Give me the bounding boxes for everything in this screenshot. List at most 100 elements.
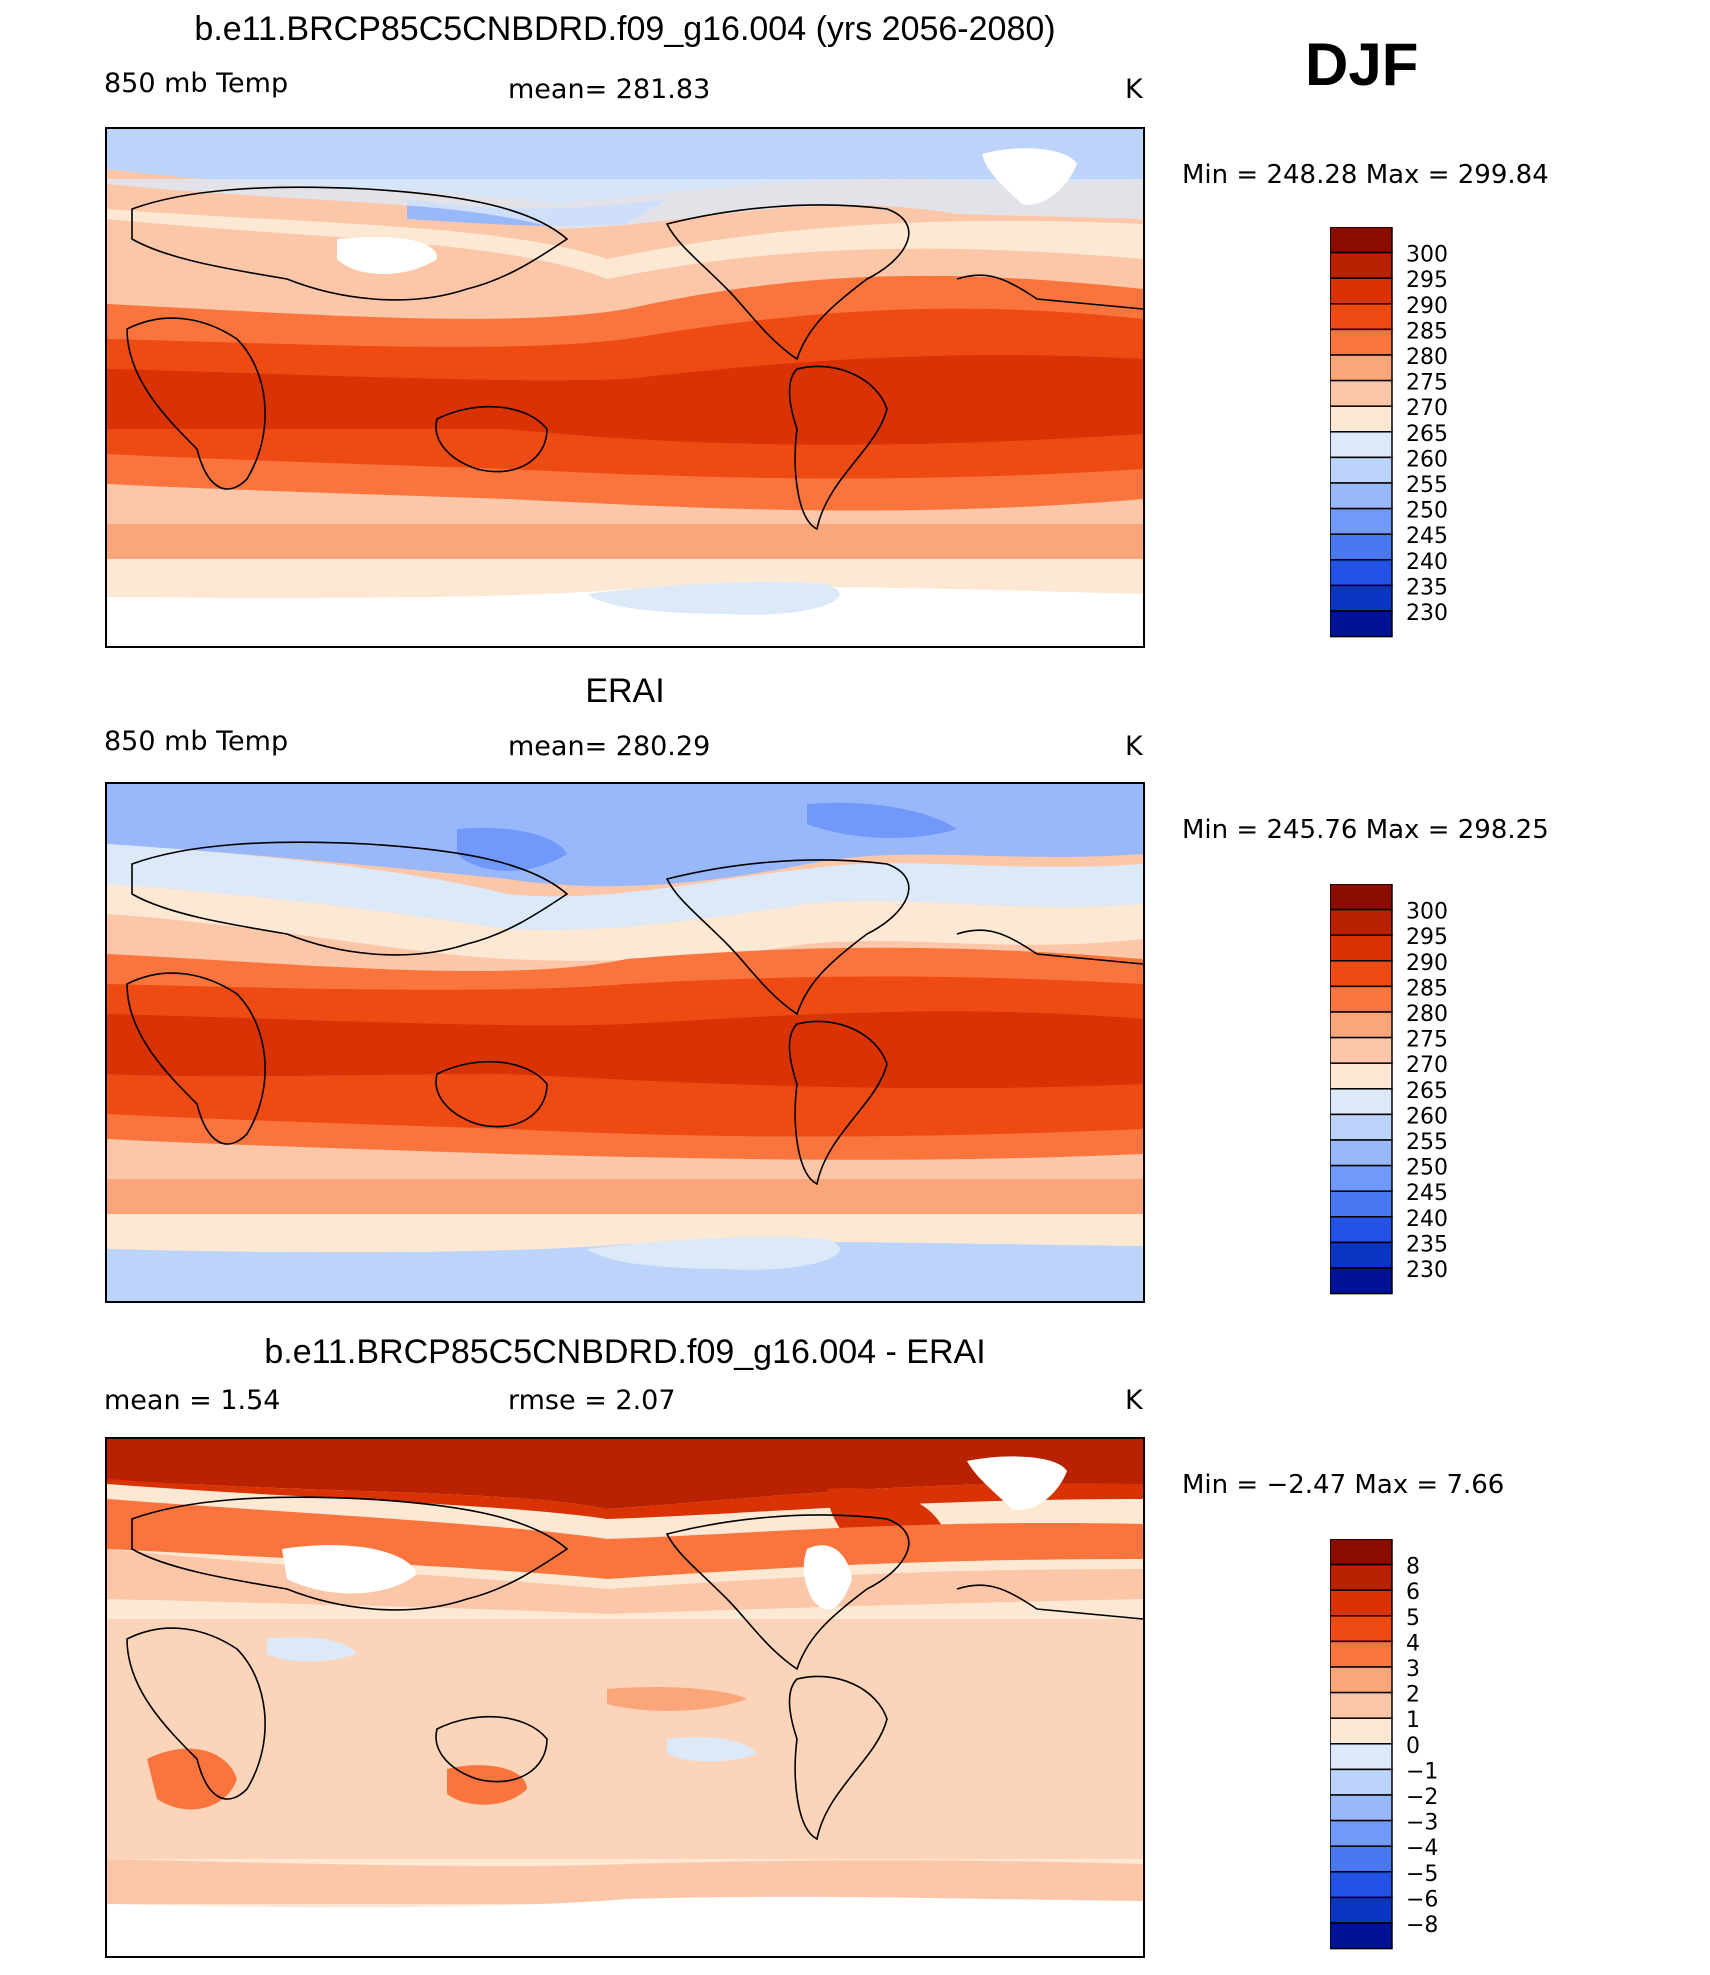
colorbar-label: 280 (1406, 1002, 1448, 1027)
colorbar-label: 270 (1406, 396, 1448, 421)
panel-3-mean-label: mean = 1.54 (104, 1385, 281, 1416)
colorbar-box (1329, 533, 1393, 561)
colorbar-box (1329, 431, 1393, 459)
panel-2-mean-label: mean= 280.29 (508, 731, 711, 762)
colorbar-box (1329, 456, 1393, 484)
season-label: DJF (1305, 31, 1419, 98)
colorbar-label: 260 (1406, 447, 1448, 472)
colorbar-box (1329, 985, 1393, 1013)
colorbar-label: 230 (1406, 601, 1448, 626)
colorbar-label: 275 (1406, 1028, 1448, 1053)
colorbar-label: 275 (1406, 371, 1448, 396)
colorbar-box (1329, 1164, 1393, 1192)
colorbar-label: 4 (1406, 1631, 1420, 1656)
panel-1-title: b.e11.BRCP85C5CNBDRD.f09_g16.004 (yrs 20… (194, 10, 1056, 48)
colorbar-box (1329, 482, 1393, 510)
colorbar-box (1329, 1743, 1393, 1771)
colorbar-label: 260 (1406, 1104, 1448, 1129)
colorbar-label: −8 (1406, 1913, 1438, 1938)
panel-1-mean-label: mean= 281.83 (508, 74, 711, 105)
colorbar-box (1329, 277, 1393, 305)
colorbar-label: 240 (1406, 550, 1448, 575)
colorbar-box (1329, 1717, 1393, 1745)
colorbar-label: 295 (1406, 925, 1448, 950)
colorbar-box (1329, 1768, 1393, 1796)
panel-2-units: K (1125, 731, 1143, 762)
colorbar-label: 245 (1406, 1181, 1448, 1206)
colorbar-box (1329, 328, 1393, 356)
colorbar-box (1329, 1896, 1393, 1924)
colorbar-label: 3 (1406, 1657, 1420, 1682)
colorbar-box (1329, 908, 1393, 936)
panel-2-colorbar: 300 295 290 285 280 275 270 265 260 255 250 245 240 2… (1329, 883, 1530, 1302)
colorbar-label: 6 (1406, 1580, 1420, 1605)
panel-1-variable-label: 850 mb Temp (104, 68, 289, 99)
colorbar-box (1329, 1190, 1393, 1218)
colorbar-label: 0 (1406, 1734, 1420, 1759)
colorbar-label: −3 (1406, 1811, 1438, 1836)
panel-2-variable-label: 850 mb Temp (104, 726, 289, 757)
colorbar-box (1329, 1563, 1393, 1591)
colorbar-label: −6 (1406, 1887, 1438, 1912)
colorbar-box (1329, 1062, 1393, 1090)
colorbar-label: 245 (1406, 524, 1448, 549)
colorbar-box (1329, 1666, 1393, 1694)
colorbar-box (1329, 559, 1393, 587)
colorbar-box (1329, 1794, 1393, 1822)
panel-3-minmax: Min = −2.47 Max = 7.66 (1182, 1470, 1505, 1500)
colorbar-label: 250 (1406, 1156, 1448, 1181)
panel-2-colorbar-svg: 3002952902852802752702652602552502452402… (1329, 883, 1448, 1295)
panel-3-map (105, 1437, 1145, 1958)
colorbar-label: 8 (1406, 1555, 1420, 1580)
colorbar-box (1329, 1538, 1393, 1566)
colorbar-box (1329, 1871, 1393, 1899)
colorbar-box (1329, 1216, 1393, 1244)
colorbar-box (1329, 1113, 1393, 1141)
panel-3-title: b.e11.BRCP85C5CNBDRD.f09_g16.004 - ERAI (264, 1333, 986, 1371)
colorbar-label: 290 (1406, 951, 1448, 976)
colorbar-box (1329, 1640, 1393, 1668)
panel-2-title: ERAI (585, 672, 665, 710)
panel-1-minmax: Min = 248.28 Max = 299.84 (1182, 160, 1549, 190)
panel-3-units: K (1125, 1385, 1143, 1416)
colorbar-label: 250 (1406, 499, 1448, 524)
panel-3-rmse-label: rmse = 2.07 (508, 1385, 676, 1416)
colorbar-label: 255 (1406, 1130, 1448, 1155)
panel-2-map (105, 782, 1145, 1303)
colorbar-label: 265 (1406, 422, 1448, 447)
colorbar-box (1329, 1819, 1393, 1847)
colorbar-box (1329, 226, 1393, 254)
colorbar-box (1329, 1241, 1393, 1269)
colorbar-box (1329, 960, 1393, 988)
colorbar-box (1329, 1139, 1393, 1167)
colorbar-box (1329, 883, 1393, 911)
colorbar-label: 235 (1406, 1232, 1448, 1257)
panel-1-colorbar-svg: 3002952902852802752702652602552502452402… (1329, 226, 1448, 638)
colorbar-label: 5 (1406, 1606, 1420, 1631)
colorbar-label: 230 (1406, 1258, 1448, 1283)
colorbar-label: 2 (1406, 1683, 1420, 1708)
colorbar-label: 240 (1406, 1207, 1448, 1232)
colorbar-label: 295 (1406, 268, 1448, 293)
colorbar-box (1329, 1922, 1393, 1950)
colorbar-box (1329, 303, 1393, 331)
colorbar-label: 300 (1406, 900, 1448, 925)
colorbar-box (1329, 1691, 1393, 1719)
colorbar-box (1329, 610, 1393, 638)
colorbar-box (1329, 1088, 1393, 1116)
panel-1-colorbar: 300 295 290 285 280 275 270 265 260 255 250 245 240 2… (1329, 226, 1530, 645)
colorbar-label: 290 (1406, 294, 1448, 319)
colorbar-label: 300 (1406, 243, 1448, 268)
colorbar-label: 285 (1406, 319, 1448, 344)
colorbar-label: −2 (1406, 1785, 1438, 1810)
colorbar-box (1329, 379, 1393, 407)
colorbar-label: 285 (1406, 976, 1448, 1001)
colorbar-box (1329, 1036, 1393, 1064)
colorbar-box (1329, 354, 1393, 382)
colorbar-box (1329, 934, 1393, 962)
colorbar-box (1329, 507, 1393, 535)
colorbar-box (1329, 1845, 1393, 1873)
colorbar-label: 1 (1406, 1708, 1420, 1733)
colorbar-label: 280 (1406, 345, 1448, 370)
